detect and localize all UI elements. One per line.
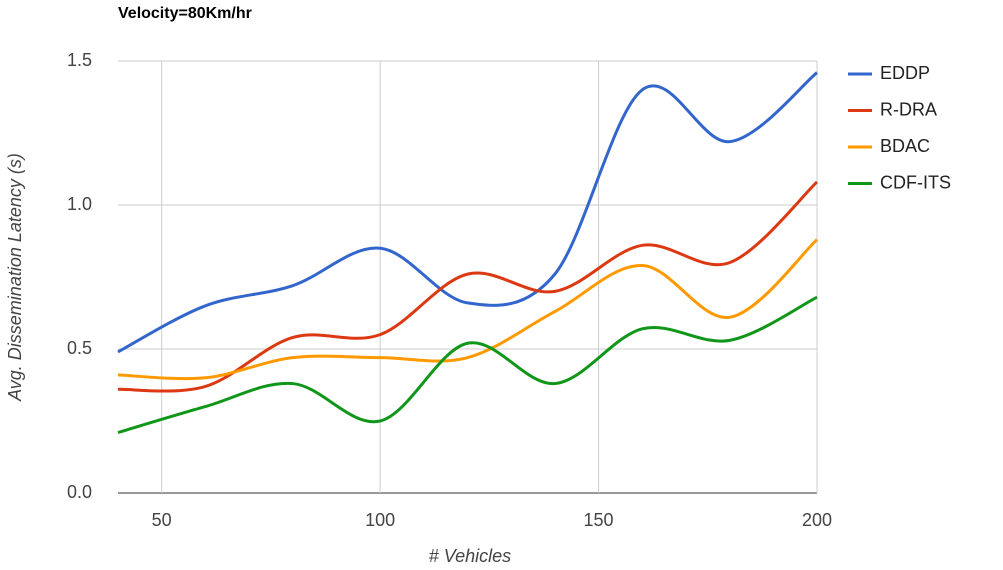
legend-label: CDF-ITS bbox=[880, 172, 951, 192]
series-line bbox=[117, 295, 818, 434]
legend-label: R-DRA bbox=[880, 99, 937, 119]
y-axis-label: Avg. Dissemination Latency (s) bbox=[5, 153, 25, 402]
legend-label: BDAC bbox=[880, 136, 930, 156]
x-tick-label: 100 bbox=[365, 510, 395, 530]
y-tick-label: 0.5 bbox=[67, 338, 92, 358]
x-tick-label: 200 bbox=[802, 510, 832, 530]
chart-title: Velocity=80Km/hr bbox=[118, 5, 252, 22]
series-line bbox=[117, 238, 819, 381]
y-tick-label: 0.0 bbox=[67, 482, 92, 502]
x-tick-label: 150 bbox=[584, 510, 614, 530]
y-tick-label: 1.5 bbox=[67, 50, 92, 70]
legend-label: EDDP bbox=[880, 63, 930, 83]
x-tick-label: 50 bbox=[152, 510, 172, 530]
series-line bbox=[117, 71, 818, 354]
y-tick-label: 1.0 bbox=[67, 194, 92, 214]
x-axis-label: # Vehicles bbox=[429, 546, 511, 566]
series-line bbox=[117, 180, 819, 393]
